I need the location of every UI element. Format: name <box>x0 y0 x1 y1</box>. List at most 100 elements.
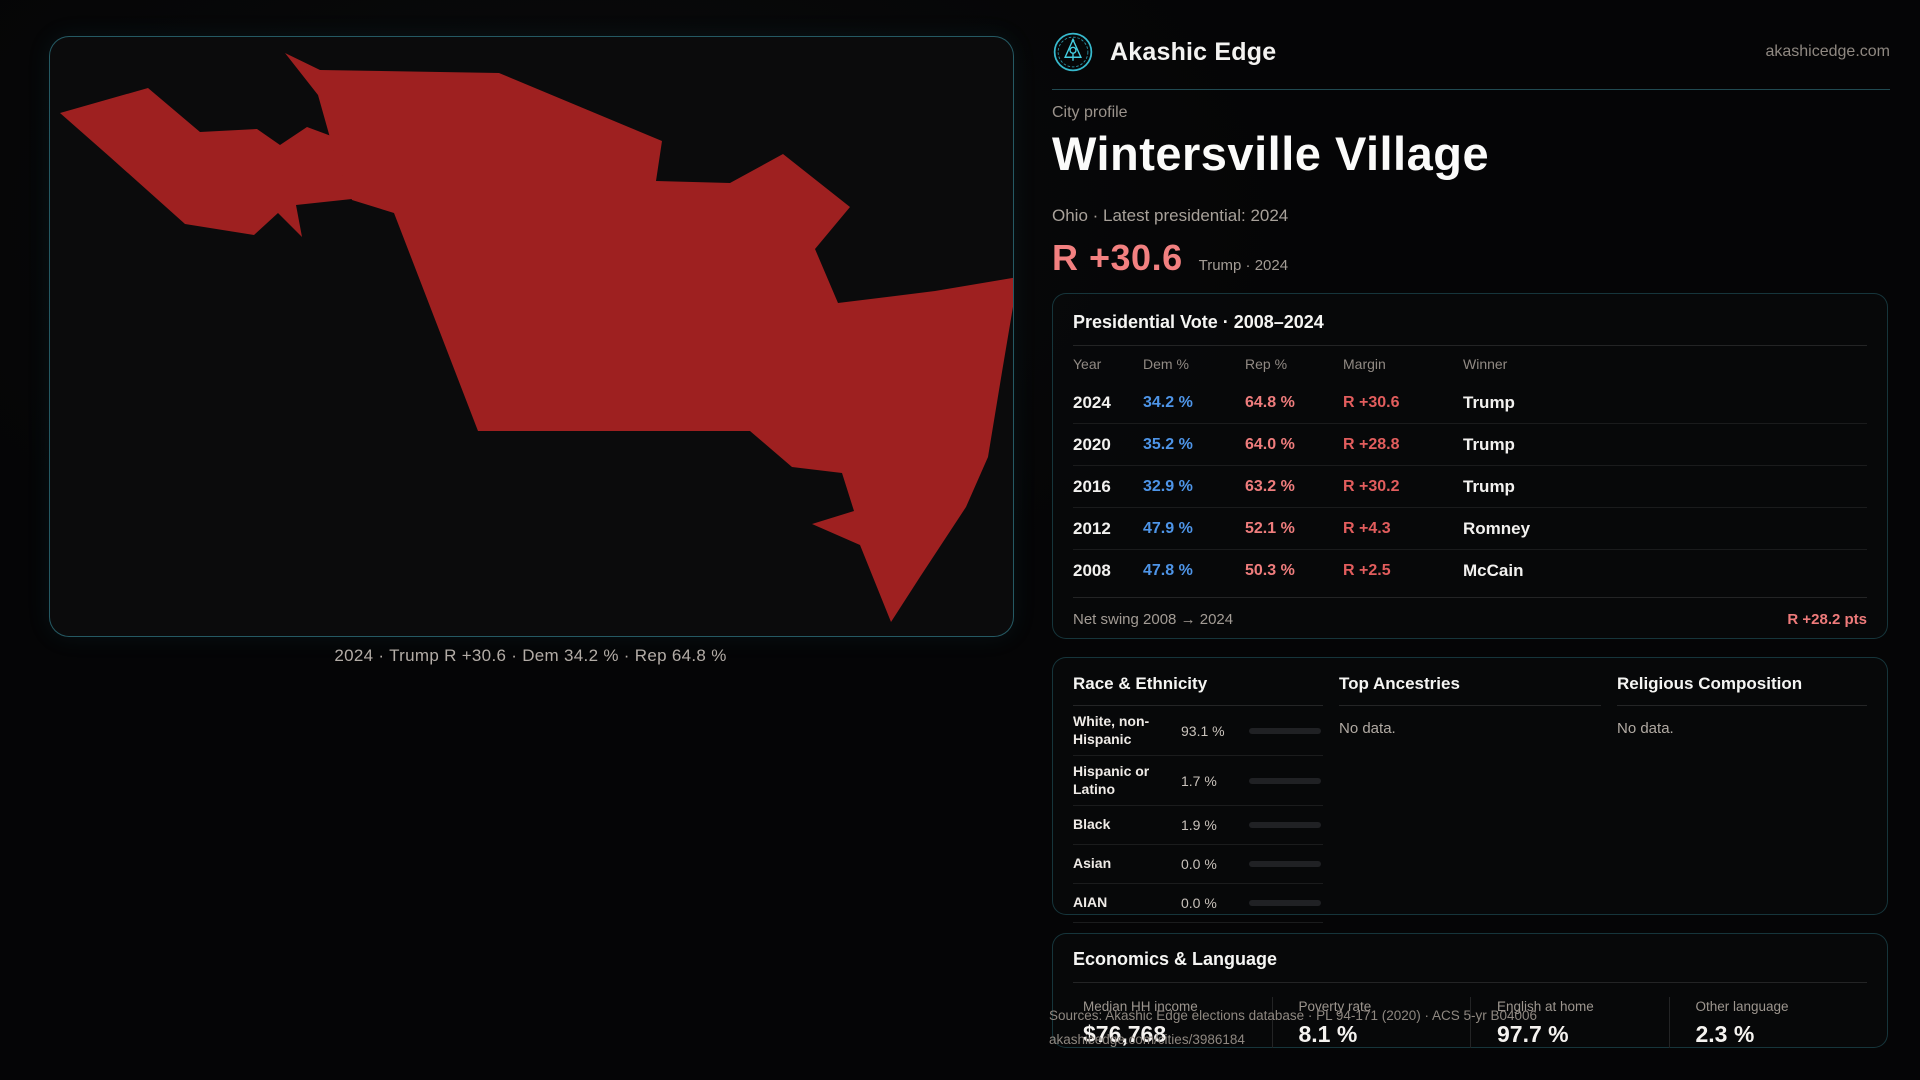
cell-rep: 64.8 % <box>1245 393 1295 411</box>
demographics-card: Race & Ethnicity White, non-Hispanic 93.… <box>1052 657 1888 923</box>
stat-value: 2.3 % <box>1695 1021 1755 1047</box>
table-row: 2008 47.8 % 50.3 % R +2.5 McCain <box>1073 549 1867 591</box>
cell-margin: R +30.2 <box>1343 477 1400 495</box>
map-shape-main <box>285 53 1013 622</box>
religion-section-title: Religious Composition <box>1617 674 1803 693</box>
page-kicker: City profile <box>1052 104 1128 121</box>
net-swing-label: Net swing 2008 → 2024 <box>1073 611 1234 628</box>
list-item: Asian 0.0 % <box>1073 845 1323 884</box>
table-row: 2020 35.2 % 64.0 % R +28.8 Trump <box>1073 423 1867 465</box>
ancestries-empty-state: No data. <box>1339 720 1396 737</box>
cell-year: 2012 <box>1073 518 1111 538</box>
cell-dem: 35.2 % <box>1143 435 1193 453</box>
net-swing-value: R +28.2 pts <box>1787 611 1867 628</box>
akashic-edge-logo-icon[interactable] <box>1052 31 1094 73</box>
race-label: AIAN <box>1073 894 1108 911</box>
cell-winner: Romney <box>1463 518 1531 538</box>
cell-winner: Trump <box>1463 476 1515 496</box>
city-boundary-map <box>49 36 1014 637</box>
vote-table-header: Year Dem % Rep % Margin Winner <box>1073 346 1867 382</box>
stat-value: 8.1 % <box>1298 1021 1358 1047</box>
cell-rep: 64.0 % <box>1245 435 1295 453</box>
table-row: 2024 34.2 % 64.8 % R +30.6 Trump <box>1073 382 1867 423</box>
site-domain-link[interactable]: akashicedge.com <box>1765 43 1890 60</box>
vote-card-title: Presidential Vote · 2008–2024 <box>1073 312 1324 332</box>
race-bar-track <box>1249 822 1321 828</box>
cell-margin: R +4.3 <box>1343 519 1391 537</box>
cell-winner: Trump <box>1463 434 1515 454</box>
col-year: Year <box>1073 356 1102 372</box>
cell-year: 2024 <box>1073 392 1111 412</box>
brand-name[interactable]: Akashic Edge <box>1110 37 1277 66</box>
map-shape-northwest <box>60 88 352 237</box>
religion-title-divider <box>1617 705 1867 706</box>
col-rep: Rep % <box>1245 356 1288 372</box>
cell-dem: 34.2 % <box>1143 393 1193 411</box>
list-item: White, non-Hispanic 93.1 % <box>1073 706 1323 756</box>
col-winner: Winner <box>1463 356 1508 372</box>
page-subtitle: Ohio · Latest presidential: 2024 <box>1052 206 1289 225</box>
map-svg <box>60 53 1013 622</box>
stat-value: $76,768 <box>1083 1021 1167 1047</box>
economics-card-title: Economics & Language <box>1073 949 1278 969</box>
religion-empty-state: No data. <box>1617 720 1674 737</box>
list-item: Black 1.9 % <box>1073 806 1323 845</box>
sources-line: Sources: Akashic Edge elections database… <box>1049 1008 1538 1023</box>
stat-label: Median HH income <box>1083 999 1198 1014</box>
race-bar-track <box>1249 900 1321 906</box>
cell-rep: 52.1 % <box>1245 519 1295 537</box>
cell-year: 2020 <box>1073 434 1111 454</box>
stat-block: Other language 2.3 % <box>1668 997 1868 1048</box>
race-label: White, non-Hispanic <box>1073 713 1150 747</box>
ancestries-section: Top Ancestries No data. <box>1339 674 1601 923</box>
race-value: 93.1 % <box>1181 722 1225 739</box>
site-header: Akashic Edge akashicedge.com <box>1052 30 1890 74</box>
map-caption: 2024 · Trump R +30.6 · Dem 34.2 % · Rep … <box>334 646 727 665</box>
cell-dem: 47.9 % <box>1143 519 1193 537</box>
cell-margin: R +2.5 <box>1343 561 1391 579</box>
headline-margin: R +30.6 Trump · 2024 <box>1052 237 1288 279</box>
race-value: 1.7 % <box>1181 772 1217 789</box>
header-divider <box>1052 89 1890 90</box>
presidential-vote-card: Presidential Vote · 2008–2024 Year Dem %… <box>1052 293 1888 639</box>
race-bar-track <box>1249 861 1321 867</box>
vote-title-divider <box>1073 345 1867 346</box>
demographics-grid: Race & Ethnicity White, non-Hispanic 93.… <box>1073 674 1867 923</box>
race-value: 1.9 % <box>1181 817 1217 833</box>
cell-margin: R +28.8 <box>1343 435 1400 453</box>
stat-block: Poverty rate 8.1 % <box>1271 997 1471 1048</box>
table-row: 2016 32.9 % 63.2 % R +30.2 Trump <box>1073 465 1867 507</box>
stat-label: Poverty rate <box>1298 999 1372 1014</box>
stat-block: English at home 97.7 % <box>1470 997 1669 1048</box>
race-section-title: Race & Ethnicity <box>1073 674 1208 693</box>
page-footer: Sources: Akashic Edge elections database… <box>1049 1005 1537 1050</box>
cell-year: 2008 <box>1073 560 1111 580</box>
stat-label: English at home <box>1497 999 1594 1014</box>
vote-table-body: 2024 34.2 % 64.8 % R +30.6 Trump 2020 35… <box>1073 382 1867 591</box>
race-label: Asian <box>1073 855 1112 872</box>
cell-margin: R +30.6 <box>1343 393 1400 411</box>
religion-section: Religious Composition No data. <box>1617 674 1867 923</box>
col-margin: Margin <box>1343 356 1386 372</box>
cell-dem: 32.9 % <box>1143 477 1193 495</box>
race-title-divider <box>1073 705 1323 706</box>
stat-value: 97.7 % <box>1497 1021 1569 1047</box>
margin-value: R +30.6 <box>1052 237 1183 278</box>
cell-winner: Trump <box>1463 392 1515 412</box>
stat-block: Median HH income $76,768 <box>1073 997 1272 1048</box>
list-item: Hispanic or Latino 1.7 % <box>1073 756 1323 806</box>
economics-stats: Median HH income $76,768 Poverty rate 8.… <box>1073 997 1867 1048</box>
economics-card: Economics & Language Median HH income $7… <box>1052 933 1888 1048</box>
ancestries-title-divider <box>1339 705 1601 706</box>
race-value: 0.0 % <box>1181 856 1217 872</box>
table-row: 2012 47.9 % 52.1 % R +4.3 Romney <box>1073 507 1867 549</box>
cell-winner: McCain <box>1463 560 1524 580</box>
race-value: 0.0 % <box>1181 895 1217 911</box>
cell-rep: 50.3 % <box>1245 561 1295 579</box>
list-item: AIAN 0.0 % <box>1073 884 1323 923</box>
margin-note: Trump · 2024 <box>1198 257 1289 274</box>
race-bar-track <box>1249 777 1321 784</box>
net-swing-row: Net swing 2008 → 2024 R +28.2 pts <box>1073 597 1867 628</box>
footer-url-link[interactable]: akashicedge.com/cities/3986184 <box>1049 1031 1245 1047</box>
stat-label: Other language <box>1695 999 1789 1014</box>
